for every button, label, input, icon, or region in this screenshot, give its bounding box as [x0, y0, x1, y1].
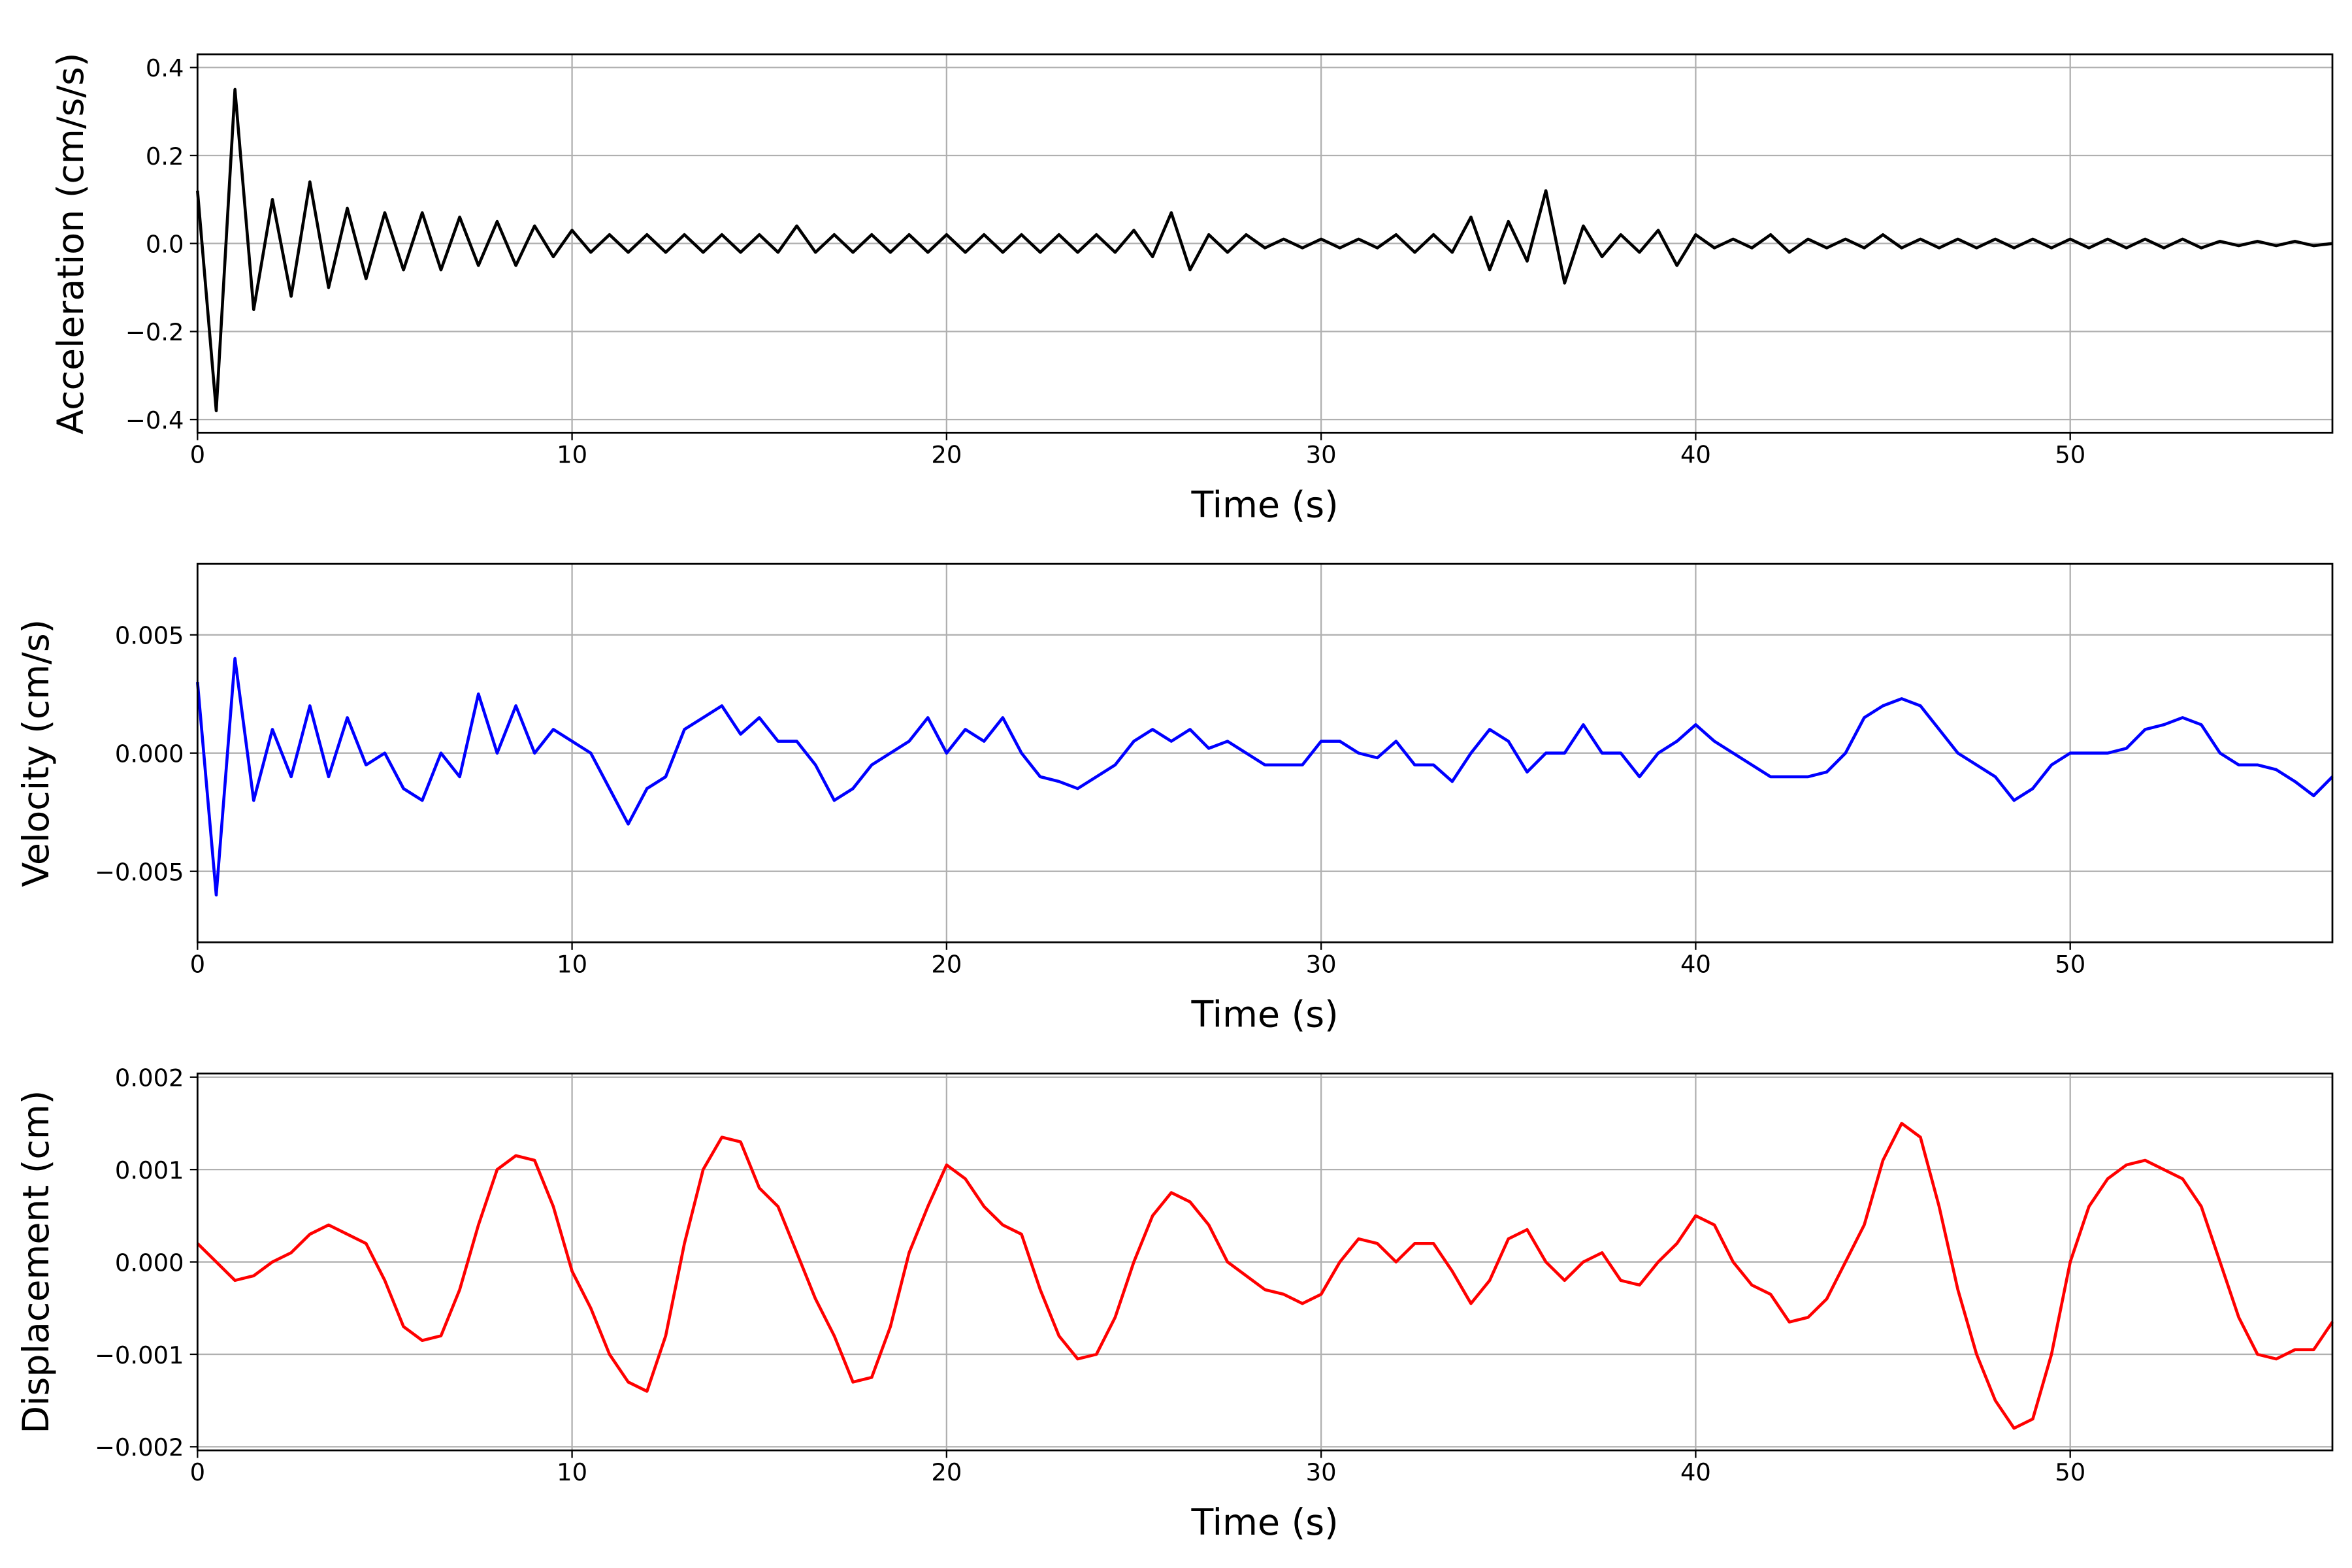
y-axis-label: Acceleration (cm/s/s)	[50, 53, 92, 434]
x-tick-label: 0	[190, 440, 205, 468]
x-tick-label: 10	[557, 950, 587, 978]
y-tick-label: −0.001	[95, 1341, 184, 1369]
x-tick-label: 40	[1680, 950, 1711, 978]
plot-frame	[196, 1072, 2334, 1452]
x-tick-label: 40	[1680, 1458, 1711, 1486]
x-tick-label: 30	[1306, 950, 1337, 978]
x-tick-label: 20	[931, 950, 962, 978]
x-tick-label: 50	[2055, 1458, 2085, 1486]
y-tick-label: 0.005	[115, 622, 184, 650]
plot-frame	[196, 563, 2334, 943]
x-tick-label: 20	[931, 440, 962, 468]
x-axis-label: Time (s)	[1191, 1502, 1339, 1544]
data-line	[196, 1122, 2334, 1430]
x-tick-label: 0	[190, 1458, 205, 1486]
data-line	[196, 657, 2334, 897]
x-axis-label: Time (s)	[1191, 994, 1339, 1036]
x-tick-label: 10	[557, 440, 587, 468]
y-tick-label: 0.002	[115, 1064, 184, 1092]
y-tick-label: 0.2	[146, 142, 184, 171]
x-tick-label: 20	[931, 1458, 962, 1486]
data-line	[196, 88, 2333, 412]
x-tick-label: 50	[2055, 440, 2085, 468]
y-tick-label: 0.4	[146, 54, 184, 82]
x-tick-label: 30	[1306, 1458, 1337, 1486]
y-tick-label: 0.001	[115, 1156, 184, 1184]
y-axis-label: Velocity (cm/s)	[16, 619, 57, 887]
y-tick-label: −0.2	[125, 318, 184, 346]
y-axis-label: Displacement (cm)	[16, 1090, 57, 1434]
y-tick-label: −0.4	[125, 406, 184, 434]
plot-frame	[196, 53, 2334, 434]
y-tick-label: 0.0	[146, 231, 184, 259]
y-tick-label: −0.005	[95, 858, 184, 887]
y-tick-label: 0.000	[115, 1249, 184, 1277]
x-tick-label: 0	[190, 950, 205, 978]
x-axis-label: Time (s)	[1191, 485, 1339, 527]
x-tick-label: 30	[1306, 440, 1337, 468]
y-tick-label: 0.000	[115, 740, 184, 768]
y-tick-label: −0.002	[95, 1433, 184, 1462]
x-tick-label: 10	[557, 1458, 587, 1486]
x-tick-label: 40	[1680, 440, 1711, 468]
x-tick-label: 50	[2055, 950, 2085, 978]
